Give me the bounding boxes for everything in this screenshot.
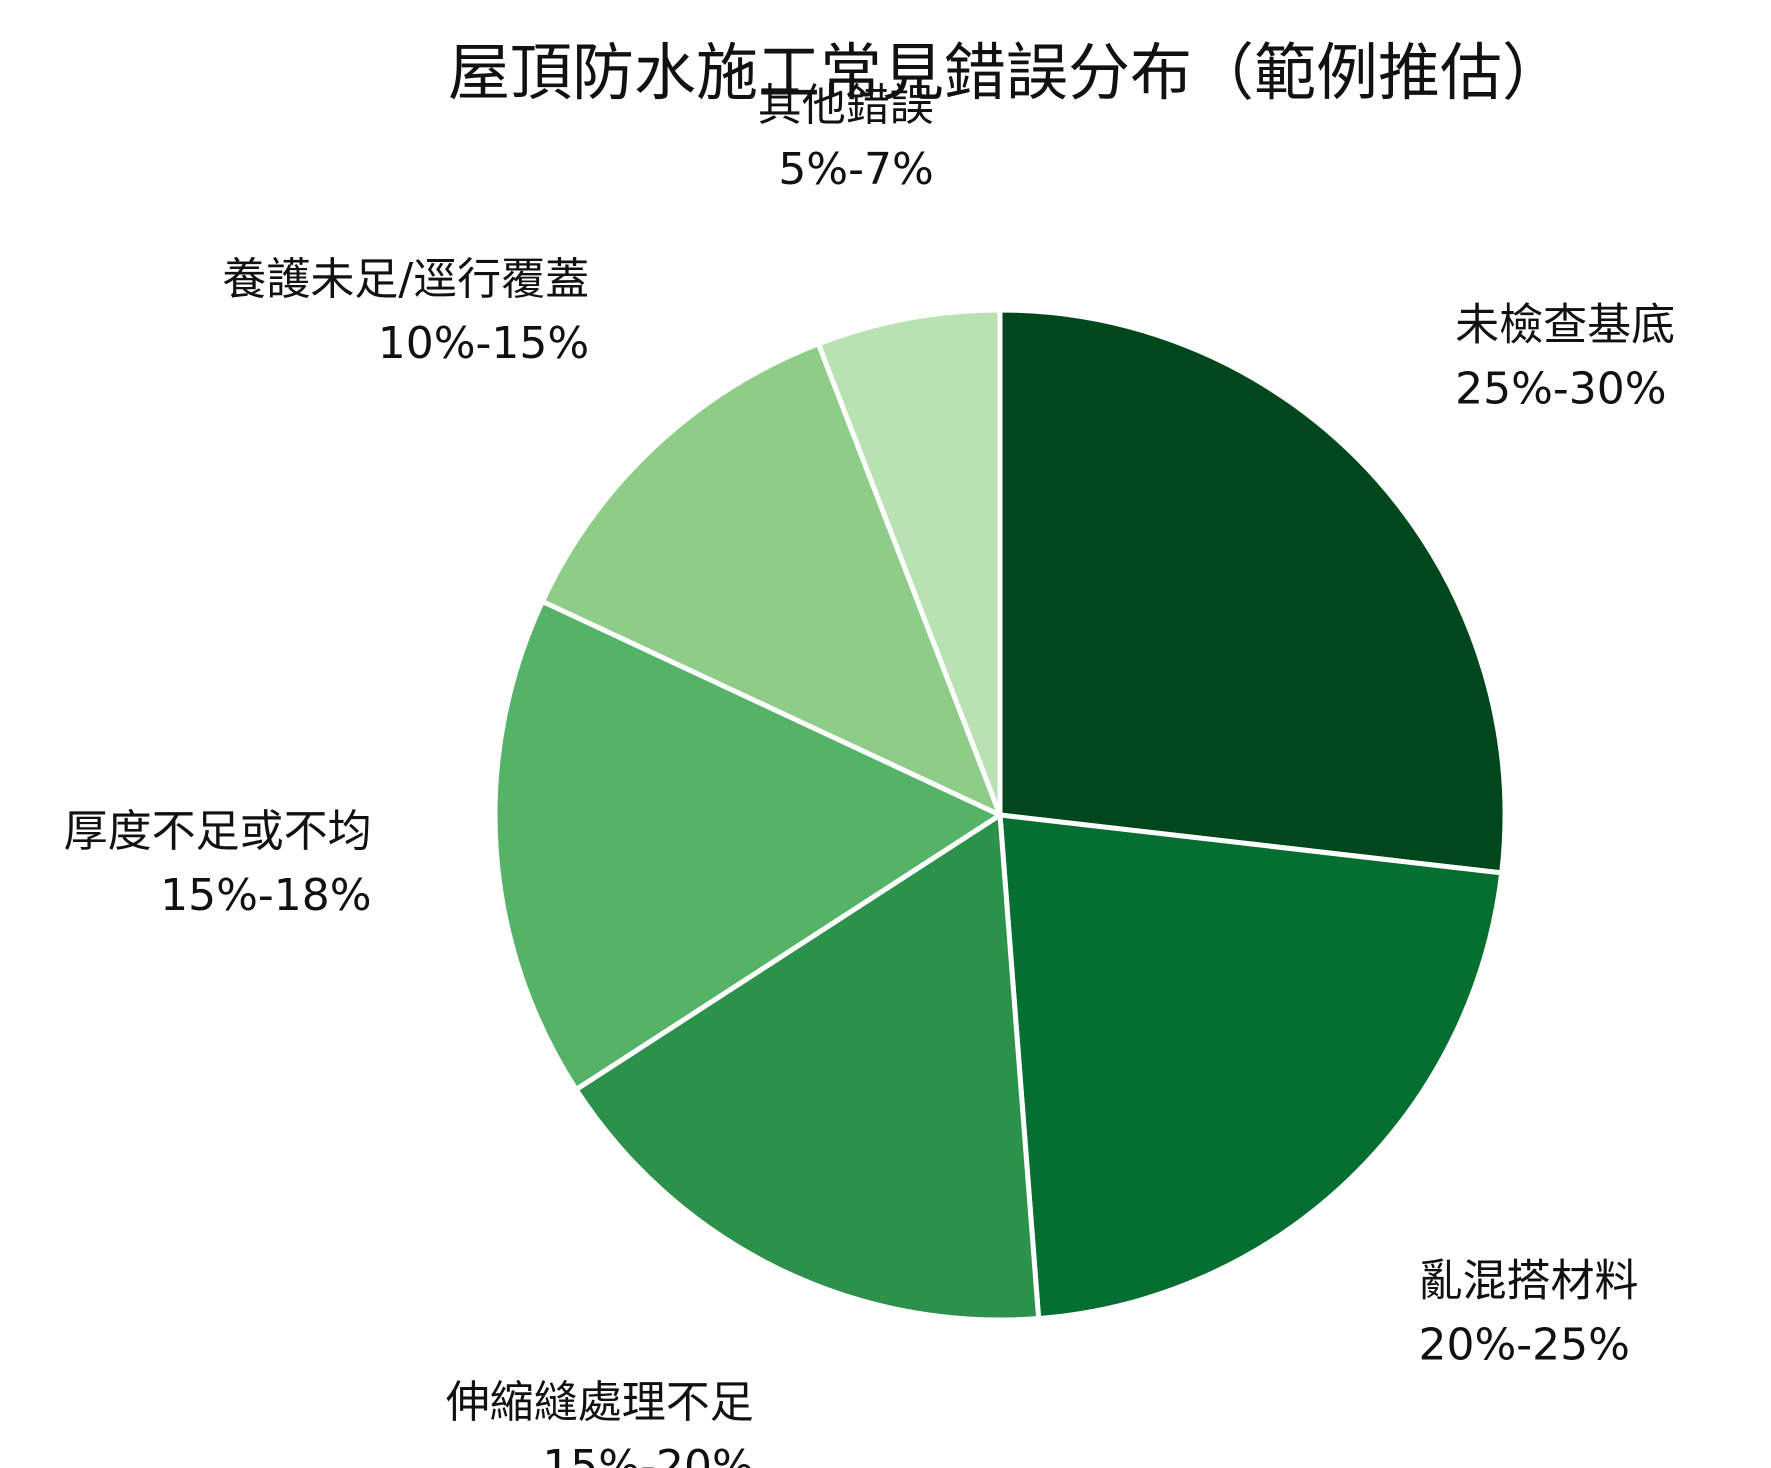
slice-range-3: 15%-20%	[542, 1441, 753, 1468]
slice-label-5: 養護未足/逕行覆蓋	[222, 254, 589, 305]
slice-range-5: 10%-15%	[378, 318, 589, 369]
slice-range-1: 25%-30%	[1455, 363, 1666, 414]
pie-slice-1	[997, 307, 1508, 876]
pie-labels: 未檢查基底 25%-30% 亂混搭材料 20%-25% 伸縮縫處理不足 15%-20% 厚度…	[64, 80, 1675, 1468]
pie-slice-4	[492, 598, 1003, 1092]
slice-label-6: 其他錯誤	[758, 80, 934, 131]
pie-slice-3	[573, 812, 1042, 1323]
pie-slice-6	[815, 307, 1003, 818]
pie-slice-5	[539, 341, 1003, 818]
slice-label-1: 未檢查基底	[1455, 299, 1675, 350]
slice-label-2: 亂混搭材料	[1419, 1256, 1639, 1307]
slice-label-3: 伸縮縫處理不足	[446, 1377, 754, 1428]
slice-label-4: 厚度不足或不均	[64, 806, 372, 857]
slice-range-4: 15%-18%	[160, 870, 371, 921]
pie-slices	[492, 307, 1508, 1323]
slice-range-6: 5%-7%	[778, 144, 933, 195]
chart-title: 屋頂防水施工常見錯誤分布（範例推估）	[448, 36, 1564, 109]
pie-slice-2	[997, 812, 1505, 1322]
slice-range-2: 20%-25%	[1419, 1320, 1630, 1371]
